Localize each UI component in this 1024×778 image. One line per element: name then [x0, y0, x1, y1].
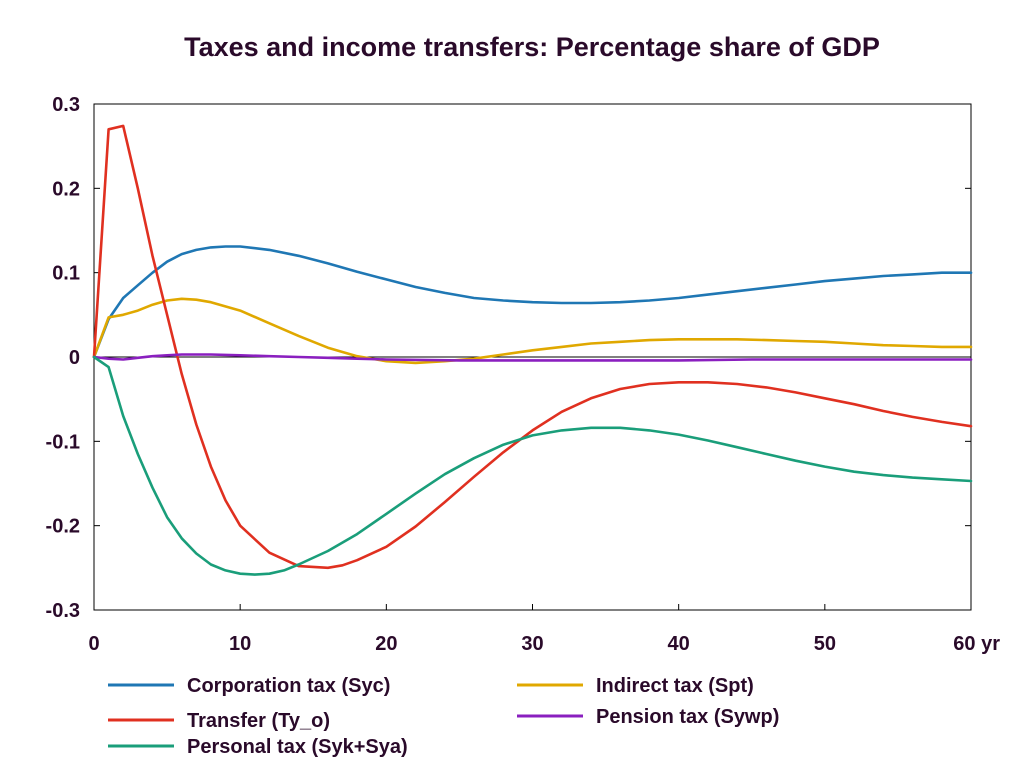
series-line-indirect-tax-spt	[92, 297, 973, 365]
y-tick-label: -0.3	[46, 600, 80, 622]
x-tick-label: 30	[521, 633, 543, 655]
x-tick-label: 0	[88, 633, 99, 655]
legend-label: Pension tax (Sywp)	[596, 706, 779, 728]
y-tick-label: 0.2	[52, 178, 80, 200]
series-line-pension-tax-sywp	[92, 353, 973, 362]
legend-label: Indirect tax (Spt)	[596, 675, 754, 697]
y-tick-label: -0.2	[46, 516, 80, 538]
y-tick-label: 0	[69, 347, 80, 369]
x-tick-label: 40	[668, 633, 690, 655]
series-line-personal-tax-syk-sya	[92, 355, 973, 576]
axes-frame	[93, 103, 972, 611]
series-line-transfer-ty-o	[92, 124, 973, 570]
y-tick-label: -0.1	[46, 431, 80, 453]
y-tick-label: 0.1	[52, 263, 80, 285]
x-tick-label: 10	[229, 633, 251, 655]
x-tick-label: 60 yr	[953, 633, 1000, 655]
series-line-corporation-tax-syc	[92, 245, 973, 359]
legend: Corporation tax (Syc) Transfer (Ty_o) Pers…	[108, 675, 779, 758]
series-lines	[92, 124, 973, 576]
y-tick-label: 0.3	[52, 94, 80, 116]
x-tick-label: 20	[375, 633, 397, 655]
axis-ticks: 0.3 0.2 0.1 0 -0.1 -0.2 -0.3 0 10 20 30 40 50 60 yr	[46, 94, 1001, 655]
legend-label: Corporation tax (Syc)	[187, 675, 390, 697]
chart-title: Taxes and income transfers: Percentage s…	[184, 32, 880, 62]
legend-label: Transfer (Ty_o)	[187, 710, 330, 732]
legend-label: Personal tax (Syk+Sya)	[187, 736, 408, 758]
x-tick-label: 50	[814, 633, 836, 655]
